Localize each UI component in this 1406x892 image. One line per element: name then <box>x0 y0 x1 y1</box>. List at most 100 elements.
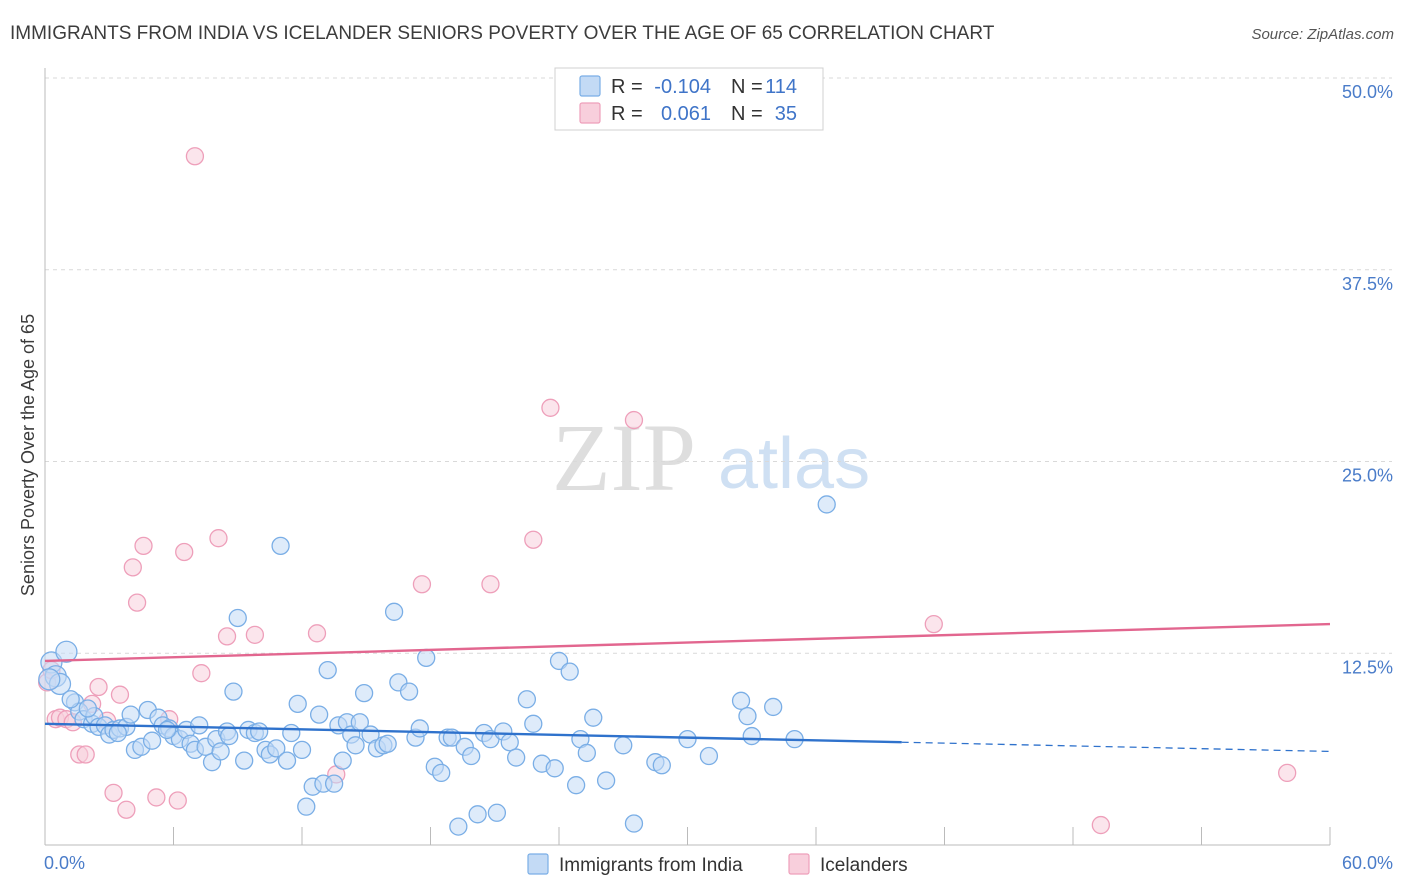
point-icelanders-20 <box>175 542 194 562</box>
point-india-105 <box>764 697 783 717</box>
legend-r-value-icelanders: 0.061 <box>661 103 711 125</box>
point-india-111 <box>108 723 127 743</box>
point-india-96 <box>614 736 633 755</box>
point-india-104 <box>742 726 761 746</box>
point-icelanders-7 <box>76 745 95 764</box>
point-india-102 <box>731 691 751 710</box>
point-india-60 <box>354 683 374 703</box>
bottom-legend-swatch-india <box>527 853 549 875</box>
point-icelanders-25 <box>245 625 265 644</box>
point-india-72 <box>432 763 451 783</box>
point-icelanders-19 <box>168 791 187 810</box>
point-india-3 <box>55 640 78 663</box>
point-india-55 <box>333 751 352 770</box>
trend-lines <box>44 622 1331 753</box>
bottom-legend-label-india: Immigrants from India <box>559 855 743 876</box>
point-icelanders-31 <box>541 398 560 417</box>
point-icelanders-30 <box>524 530 543 549</box>
point-india-94 <box>584 708 603 727</box>
point-india-101 <box>699 746 719 766</box>
legend-r-label-india: R = <box>611 76 643 98</box>
point-india-70 <box>417 648 436 668</box>
point-india-46 <box>288 694 307 714</box>
legend-n-label-icelanders: N = <box>731 103 763 125</box>
point-india-75 <box>449 817 468 836</box>
trend-line-icelanders <box>44 622 1331 663</box>
correlation-legend: R = -0.104 N = 114 R = 0.061 N = 35 <box>554 67 824 131</box>
point-icelanders-13 <box>117 800 136 819</box>
legend-n-value-icelanders: 35 <box>775 103 797 125</box>
point-india-113 <box>220 726 239 746</box>
point-icelanders-35 <box>1278 763 1297 783</box>
point-icelanders-15 <box>127 593 147 612</box>
point-india-47 <box>292 740 312 760</box>
point-india-42 <box>267 739 286 758</box>
point-india-81 <box>487 803 507 822</box>
point-icelanders-9 <box>89 677 108 697</box>
point-icelanders-33 <box>924 614 943 634</box>
trend-line-india <box>44 722 902 744</box>
point-icelanders-24 <box>217 627 237 646</box>
series-india-points <box>38 495 836 836</box>
watermark-atlas: atlas <box>718 424 870 504</box>
series-legend: Immigrants from India Icelanders <box>527 853 908 876</box>
y-tick-label-3: 50.0% <box>1342 82 1393 102</box>
point-india-95 <box>596 771 616 790</box>
watermark-zip: ZIP <box>552 404 696 511</box>
point-icelanders-14 <box>123 558 142 577</box>
point-icelanders-34 <box>1091 815 1110 835</box>
point-india-91 <box>566 776 586 795</box>
point-icelanders-23 <box>209 529 228 548</box>
point-india-28 <box>190 716 209 735</box>
chart-title: IMMIGRANTS FROM INDIA VS ICELANDER SENIO… <box>10 23 995 44</box>
point-icelanders-32 <box>624 410 644 430</box>
point-india-88 <box>545 759 564 778</box>
point-india-52 <box>318 660 337 680</box>
point-india-50 <box>309 705 329 724</box>
point-india-58 <box>346 736 365 755</box>
point-icelanders-28 <box>412 575 432 594</box>
legend-swatch-icelanders <box>579 102 601 124</box>
point-icelanders-22 <box>192 664 211 683</box>
y-tick-labels: 12.5% 25.0% 37.5% 50.0% <box>1342 82 1393 677</box>
point-india-34 <box>224 682 243 701</box>
point-india-90 <box>560 662 579 681</box>
bottom-legend-swatch-icelanders <box>788 853 810 875</box>
point-india-39 <box>250 722 269 741</box>
legend-r-label-icelanders: R = <box>611 103 643 125</box>
point-india-107 <box>817 495 836 514</box>
point-icelanders-16 <box>134 536 153 556</box>
point-india-103 <box>738 706 757 726</box>
legend-n-value-india: 114 <box>765 76 797 98</box>
chart-source: Source: ZipAtlas.com <box>1251 26 1394 43</box>
point-india-32 <box>211 742 230 761</box>
x-tick-label-max: 60.0% <box>1342 853 1393 873</box>
y-axis-label: Seniors Poverty Over the Age of 65 <box>18 314 38 596</box>
point-icelanders-26 <box>307 624 327 643</box>
point-india-110 <box>78 699 97 718</box>
point-india-53 <box>324 774 344 793</box>
trend-line-extension-india <box>901 741 1331 753</box>
point-india-99 <box>652 756 671 775</box>
point-india-15 <box>121 705 140 724</box>
point-icelanders-11 <box>104 783 123 802</box>
legend-r-value-india: -0.104 <box>654 76 711 98</box>
point-icelanders-17 <box>147 788 166 807</box>
point-india-97 <box>624 814 644 833</box>
x-tick-label-min: 0.0% <box>44 853 85 873</box>
point-india-67 <box>399 682 419 701</box>
point-india-48 <box>297 797 316 816</box>
point-india-85 <box>517 690 537 709</box>
point-india-64 <box>378 734 397 753</box>
point-india-77 <box>462 746 481 766</box>
point-india-86 <box>524 714 543 733</box>
point-icelanders-21 <box>185 147 205 166</box>
point-india-35 <box>228 608 247 628</box>
point-india-112 <box>157 720 177 740</box>
point-india-19 <box>142 731 162 750</box>
point-india-83 <box>500 733 519 752</box>
point-india-45 <box>282 723 301 743</box>
point-india-78 <box>468 805 487 824</box>
point-india-36 <box>235 751 254 770</box>
